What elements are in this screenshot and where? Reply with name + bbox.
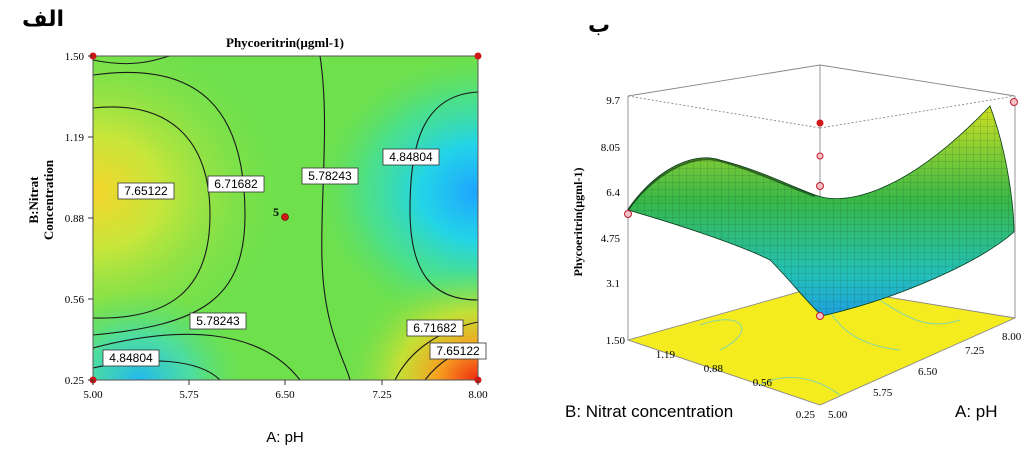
y-tick-label: 1.19	[65, 132, 85, 144]
contour-y-axis-label-line2: Concentration	[41, 159, 56, 240]
contour-label-5.78-mid: 5.78243	[308, 169, 352, 183]
contour-label-7.65-bottom: 7.65122	[436, 344, 480, 358]
z-tick-label: 6.4	[606, 187, 620, 199]
surface-chart: ب 3.1	[565, 13, 1022, 421]
z-tick-label: 9.7	[606, 95, 620, 107]
y-tick-label: 1.50	[606, 335, 626, 347]
contour-line-5.78-mid	[319, 56, 351, 380]
contour-x-ticks: 5.00 5.75 6.50 7.25 8.00	[83, 389, 488, 401]
box-top-left	[627, 64, 821, 97]
contour-x-axis-label: A: pH	[266, 429, 304, 446]
x-tick-label: 8.00	[1002, 331, 1022, 343]
contour-label-box	[189, 312, 247, 330]
contour-label-box	[429, 342, 487, 360]
contour-title: Phycoeritrin(µgml-1)	[226, 35, 344, 50]
surface-floor	[626, 285, 1017, 406]
y-tick-label: 0.25	[65, 375, 85, 387]
surface-x-axis-label: A: pH	[955, 402, 998, 421]
surface-z-ticks: 3.1 4.75 6.4 8.05 9.7	[601, 95, 621, 290]
contour-label-box	[207, 175, 265, 193]
y-tick-label: 1.19	[656, 349, 676, 361]
surface-design-point	[624, 210, 632, 218]
contour-label-box	[301, 167, 359, 185]
contour-labels: 7.65122 6.71682 5.78243 4.84804 5.78243 …	[102, 148, 487, 367]
surface-center-point	[816, 182, 824, 190]
surface-ridge	[627, 158, 816, 211]
contour-line-5.78-bottom	[93, 333, 301, 380]
contour-label-6.72-bottom: 6.71682	[413, 321, 457, 335]
surface-z-axis-label: Phycoeritrin(µgml-1)	[571, 168, 585, 277]
contour-chart: الف Phycoeritrin(µgml-1) 7.65122 6.71	[22, 7, 488, 446]
box-top-front-left	[627, 95, 821, 129]
z-tick-label: 8.05	[601, 142, 621, 154]
contour-label-4.85-right: 4.84804	[389, 150, 433, 164]
z-tick-label: 3.1	[606, 278, 620, 290]
contour-label-box	[382, 148, 440, 166]
box-top-front-right	[819, 95, 1016, 129]
center-point-label: 5	[273, 205, 279, 219]
surface-design-point	[816, 152, 824, 160]
surface-design-point	[816, 119, 824, 127]
x-tick-label: 6.50	[275, 389, 295, 401]
contour-label-box	[117, 182, 175, 200]
contour-label-6.72-left: 6.71682	[214, 177, 258, 191]
box-top-right	[819, 64, 1016, 97]
y-tick-label: 0.88	[65, 213, 85, 225]
contour-label-7.65-left: 7.65122	[124, 184, 168, 198]
center-point	[281, 213, 289, 221]
contour-line-6.72-left	[93, 71, 246, 336]
surface-x-ticks: 5.00 5.75 6.50 7.25 8.00	[828, 331, 1022, 421]
x-tick-label: 5.00	[83, 389, 103, 401]
x-tick-label: 6.50	[918, 366, 938, 378]
contour-line-4.85-right	[409, 91, 478, 301]
contour-y-ticks: 0.25 0.56 0.88 1.19 1.50	[65, 51, 85, 387]
x-tick-label: 5.75	[179, 389, 199, 401]
y-tick-label: 0.56	[65, 294, 85, 306]
design-point	[474, 52, 482, 60]
panel-label-right: ب	[588, 13, 610, 38]
floor-contour	[759, 377, 841, 396]
contour-label-4.85-bottom: 4.84804	[109, 351, 153, 365]
floor-contour	[699, 319, 743, 351]
surface-design-point	[816, 312, 824, 320]
contour-label-box	[102, 349, 160, 367]
contour-line-6.72-bottom	[394, 321, 478, 380]
contour-label-5.78-bottom: 5.78243	[196, 314, 240, 328]
panel-label-left: الف	[22, 7, 64, 32]
contour-line-7.65-left	[93, 106, 211, 319]
contour-y-axis-label-line1: B:Nitrat	[26, 176, 41, 224]
floor-contour	[879, 299, 961, 325]
surface-y-ticks: 1.50 1.19 0.88 0.56 0.25	[606, 335, 816, 421]
x-tick-label: 8.00	[468, 389, 488, 401]
response-surface-mesh	[628, 106, 1014, 316]
y-tick-label: 1.50	[65, 51, 85, 63]
z-tick-label: 4.75	[601, 233, 621, 245]
contour-label-box	[406, 319, 464, 337]
y-tick-label: 0.25	[796, 409, 816, 421]
contour-tick-marks	[88, 55, 479, 385]
x-tick-label: 5.75	[873, 387, 893, 399]
surface-design-point	[1010, 98, 1018, 106]
x-tick-label: 5.00	[828, 409, 848, 421]
x-tick-label: 7.25	[965, 345, 985, 357]
x-tick-label: 7.25	[372, 389, 392, 401]
y-tick-label: 0.88	[704, 363, 724, 375]
y-tick-label: 0.56	[753, 377, 773, 389]
surface-y-axis-label: B: Nitrat concentration	[565, 402, 733, 421]
